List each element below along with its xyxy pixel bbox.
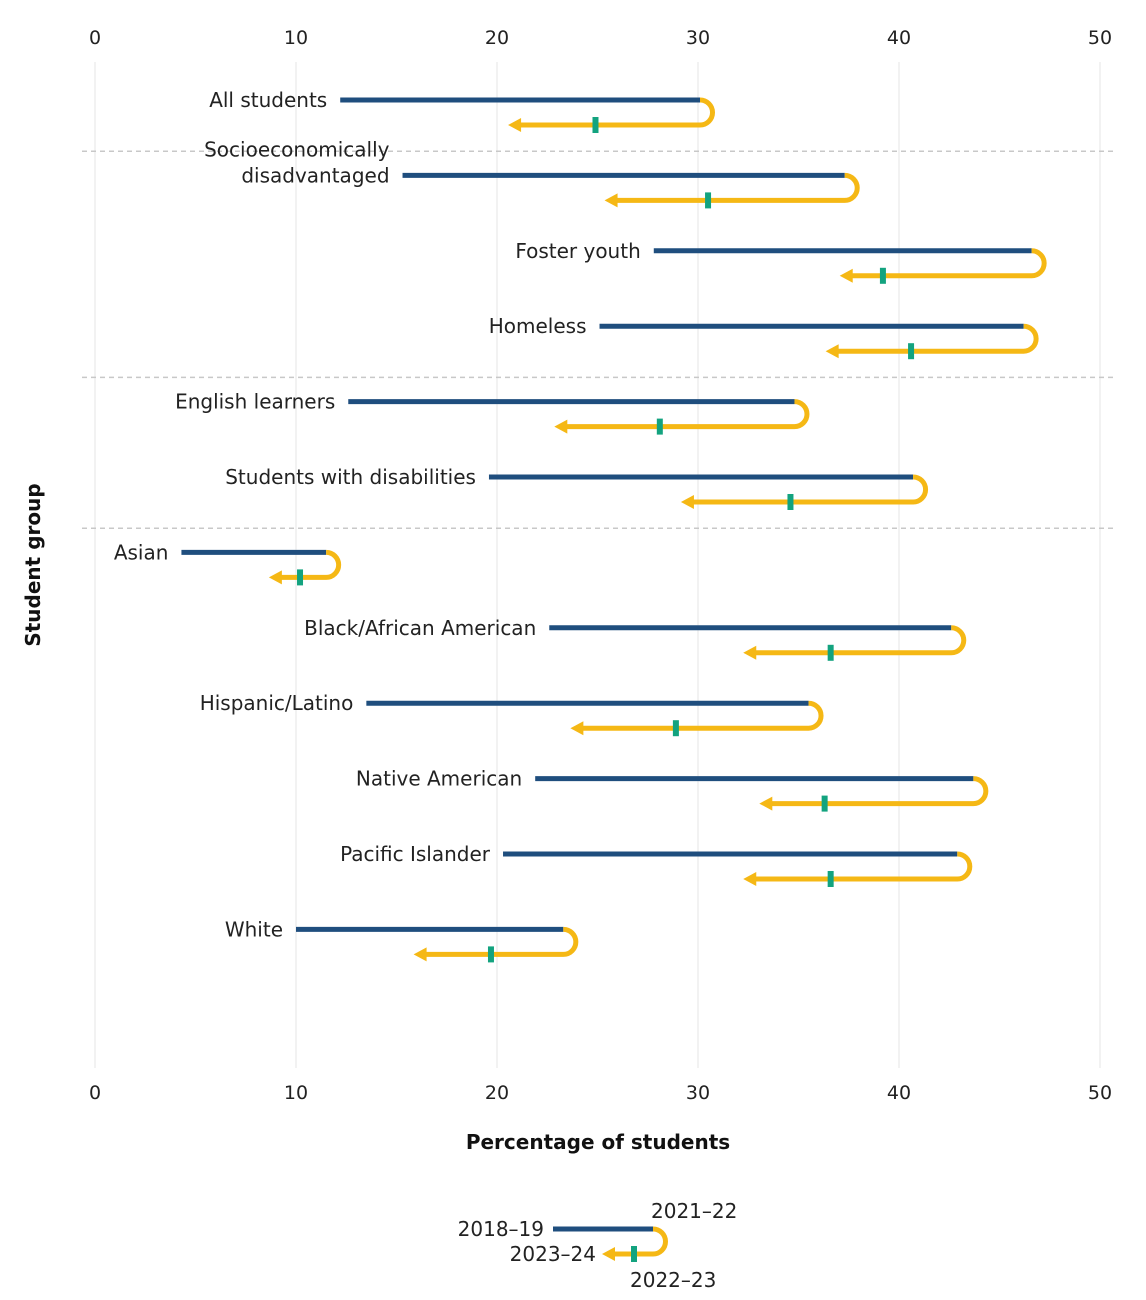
row-arrow-head [508, 118, 522, 132]
group-label: Black/African American [304, 616, 536, 640]
x-axis-title: Percentage of students [466, 1130, 730, 1154]
group-label: disadvantaged [241, 163, 389, 187]
group-separators [82, 150, 1113, 529]
x-tick-top-30: 30 [686, 27, 710, 49]
row-arrow-head [839, 268, 853, 283]
row-arrow-head [413, 947, 427, 962]
row-mid-marker [672, 720, 679, 737]
x-tick-bottom-20: 20 [485, 1082, 509, 1104]
x-tick-bottom-30: 30 [686, 1082, 710, 1104]
legend-mid-label: 2022–23 [630, 1268, 716, 1292]
row-native-american: Native American [356, 767, 989, 812]
legend-start-label: 2018–19 [458, 1217, 544, 1241]
row-yellow-segment [692, 474, 929, 505]
x-tick-bottom-40: 40 [887, 1082, 911, 1104]
x-tick-top-10: 10 [284, 27, 308, 49]
row-yellow-segment [755, 625, 967, 656]
x-tick-top-0: 0 [89, 27, 101, 49]
group-label: All students [209, 88, 327, 112]
row-all-students: All students [209, 88, 715, 133]
row-foster-youth: Foster youth [515, 239, 1047, 284]
group-label: Native American [356, 767, 522, 791]
row-yellow-segment [837, 323, 1039, 354]
row-yellow-segment [280, 549, 342, 580]
row-white: White [225, 917, 579, 963]
row-arrow-head [743, 872, 757, 886]
row-mid-marker [879, 267, 886, 284]
group-label: English learners [175, 390, 335, 414]
y-axis-title: Student group [21, 483, 45, 646]
row-yellow-segment [771, 776, 989, 807]
row-arrow-head [680, 495, 694, 509]
row-yellow-segment [566, 399, 810, 430]
row-arrow-head [268, 570, 282, 585]
row-mid-marker [705, 192, 712, 209]
row-hispanic-latino: Hispanic/Latino [200, 691, 824, 737]
row-arrow-head [759, 796, 773, 811]
row-arrow-head [604, 193, 618, 208]
row-yellow-segment [425, 926, 579, 957]
row-mid-marker [656, 418, 663, 435]
row-mid-marker [297, 569, 304, 586]
row-arrow-head [743, 645, 757, 660]
row-mid-marker [821, 795, 828, 812]
legend-peak-label: 2021–22 [651, 1199, 737, 1223]
row-arrow-head [554, 419, 568, 434]
row-english-learners: English learners [175, 390, 810, 435]
group-label: Asian [114, 540, 169, 564]
gridlines [94, 62, 1101, 1068]
group-label: Students with disabilities [225, 465, 476, 489]
legend-arrow-head [602, 1247, 615, 1261]
group-label: Foster youth [515, 239, 640, 263]
x-tick-top-50: 50 [1088, 27, 1112, 49]
x-tick-bottom-50: 50 [1088, 1082, 1112, 1104]
group-label: Homeless [489, 314, 587, 338]
row-mid-marker [787, 494, 794, 510]
x-tick-bottom-0: 0 [89, 1082, 101, 1104]
row-yellow-segment [616, 172, 860, 203]
legend-mid-marker [631, 1246, 637, 1262]
x-axis-top: 0 10 20 30 40 50 [89, 27, 1112, 49]
legend-end-label: 2023–24 [510, 1242, 596, 1266]
x-axis-bottom: 0 10 20 30 40 50 [89, 1082, 1112, 1104]
group-label: Socioeconomically [204, 137, 390, 161]
x-tick-top-20: 20 [485, 27, 509, 49]
row-mid-marker [487, 946, 494, 963]
row-yellow-segment [755, 851, 973, 882]
group-label: White [225, 917, 283, 941]
row-asian: Asian [114, 540, 342, 586]
row-students-with-disabilities: Students with disabilities [225, 465, 929, 510]
row-yellow-segment [582, 700, 824, 731]
group-label: Pacific Islander [340, 842, 491, 866]
row-mid-marker [592, 117, 599, 133]
row-mid-marker [908, 343, 915, 360]
row-arrow-head [570, 721, 584, 736]
row-black-african-american: Black/African American [304, 616, 967, 661]
legend-yellow-segment [614, 1226, 668, 1257]
x-tick-bottom-10: 10 [284, 1082, 308, 1104]
data-rows: All students Socioeconomicallydisadvantag… [114, 88, 1047, 963]
row-pacific-islander: Pacific Islander [340, 842, 973, 887]
legend: 2018–19 2021–22 2023–24 2022–23 [458, 1199, 738, 1292]
row-mid-marker [827, 871, 834, 887]
group-label: Hispanic/Latino [200, 691, 354, 715]
x-tick-top-40: 40 [887, 27, 911, 49]
row-mid-marker [827, 644, 834, 661]
row-yellow-segment [520, 97, 715, 128]
row-arrow-head [825, 344, 839, 359]
row-homeless: Homeless [489, 314, 1039, 360]
row-yellow-segment [851, 248, 1047, 279]
